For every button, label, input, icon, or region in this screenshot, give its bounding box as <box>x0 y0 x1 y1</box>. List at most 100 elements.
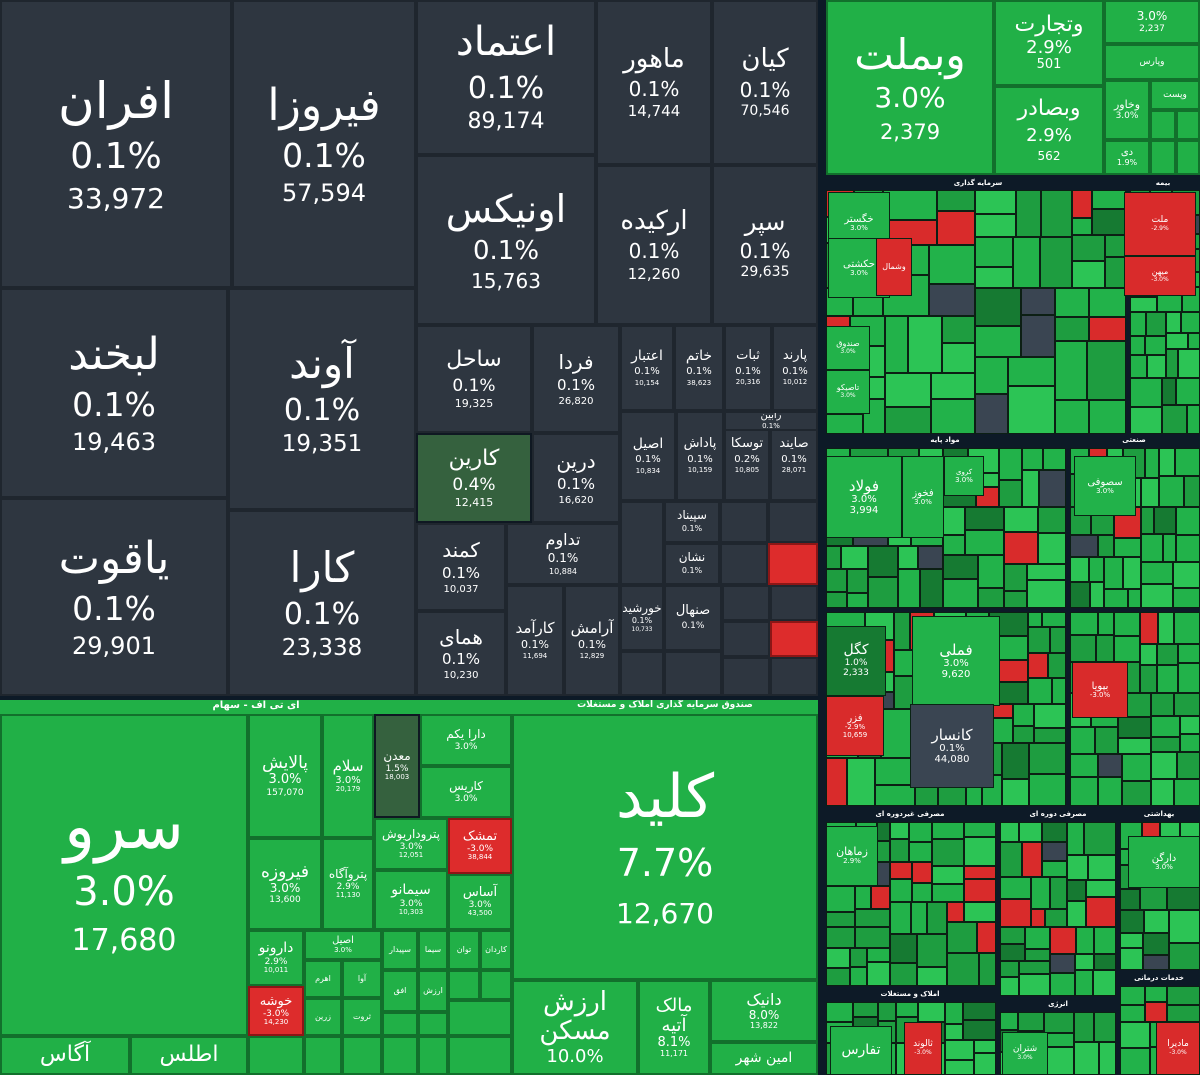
mosaic-tile[interactable] <box>1174 779 1200 806</box>
mosaic-tile[interactable] <box>1120 986 1145 1005</box>
mosaic-tile[interactable] <box>1159 476 1184 507</box>
mosaic-tile[interactable] <box>908 316 942 373</box>
mosaic-tile[interactable] <box>1028 653 1048 678</box>
mosaic-tile[interactable] <box>1070 557 1089 582</box>
mosaic-tile[interactable] <box>1098 535 1114 557</box>
mosaic-tile[interactable] <box>1167 887 1200 910</box>
mosaic-tile[interactable] <box>1000 822 1019 842</box>
mosaic-tile[interactable] <box>1120 910 1144 933</box>
tile-etf-26[interactable]: همای 0.1% 10,230 <box>416 611 506 696</box>
mosaic-tile[interactable] <box>918 1002 945 1022</box>
tile-etf-small[interactable] <box>722 621 770 657</box>
mosaic-tile[interactable] <box>1159 448 1175 476</box>
mosaic-tile[interactable] <box>1145 986 1167 1002</box>
mosaic-tile[interactable] <box>979 953 996 986</box>
mosaic-tile[interactable] <box>947 953 979 986</box>
mosaic-tile[interactable] <box>853 1002 878 1017</box>
mosaic-tile[interactable] <box>909 842 932 862</box>
mosaic-tile[interactable] <box>999 480 1022 507</box>
mosaic-tile[interactable] <box>1025 927 1050 949</box>
mosaic-tile[interactable] <box>1055 400 1089 434</box>
mosaic-tile[interactable] <box>1055 341 1087 400</box>
mosaic-tile[interactable] <box>1151 737 1180 752</box>
tile-petrodaryoush[interactable]: پتروداریوش 3.0% 12,051 <box>374 818 448 870</box>
mosaic-tile[interactable] <box>1167 1005 1200 1022</box>
mosaic-tile[interactable] <box>1178 644 1200 663</box>
mosaic-tile[interactable] <box>1048 653 1066 678</box>
mosaic-tile[interactable] <box>826 912 855 927</box>
mosaic-tile[interactable] <box>1004 507 1038 532</box>
mosaic-tile[interactable] <box>894 612 910 650</box>
mosaic-tile[interactable] <box>1141 584 1173 608</box>
mosaic-tile[interactable] <box>1166 333 1188 349</box>
tile-khoshe[interactable]: خوشه -3.0% 14,230 <box>248 986 304 1036</box>
mosaic-tile[interactable] <box>1154 507 1176 534</box>
mosaic-tile[interactable] <box>1028 678 1052 704</box>
mosaic-tile[interactable] <box>912 862 932 883</box>
mosaic-tile[interactable] <box>826 886 855 912</box>
mosaic-tile[interactable] <box>1176 378 1200 405</box>
mosaic-tile[interactable] <box>1173 562 1200 588</box>
etf-small-tile[interactable] <box>448 1000 512 1036</box>
mosaic-tile[interactable] <box>1039 470 1066 507</box>
mosaic-tile[interactable] <box>1070 612 1098 635</box>
mosaic-tile[interactable] <box>963 1020 996 1040</box>
mosaic-tile[interactable] <box>975 214 1016 237</box>
mosaic-tile[interactable] <box>1128 589 1141 608</box>
tile-etf-small[interactable] <box>664 651 722 696</box>
mosaic-tile[interactable] <box>1143 933 1169 955</box>
tile-vekhavar[interactable]: وخاور 3.0% <box>1104 80 1150 140</box>
mosaic-tile[interactable] <box>1146 312 1166 336</box>
mosaic-tile[interactable] <box>1050 973 1075 996</box>
mosaic-tile[interactable] <box>1002 743 1029 779</box>
mosaic-tile[interactable] <box>1140 887 1167 910</box>
tile-esil[interactable]: اصیل 3.0% <box>304 930 382 960</box>
mosaic-tile[interactable] <box>1145 448 1159 478</box>
mosaic-tile[interactable] <box>1040 237 1072 288</box>
tile-simano[interactable]: سیمانو 3.0% 10,303 <box>374 870 448 930</box>
mosaic-named-tile[interactable]: ثالوند -3.0% <box>904 1022 942 1075</box>
mosaic-tile[interactable] <box>932 822 964 839</box>
mosaic-tile[interactable] <box>847 569 868 593</box>
mosaic-tile[interactable] <box>1038 507 1066 533</box>
tile-etf-27[interactable]: کارآمد 0.1% 11,694 <box>506 585 564 696</box>
mosaic-tile[interactable] <box>1163 534 1176 562</box>
mosaic-tile[interactable] <box>1070 535 1098 557</box>
tile-atlas[interactable]: اطلس <box>130 1036 248 1075</box>
mosaic-tile[interactable] <box>890 879 912 902</box>
etf-small-tile[interactable]: ثروت <box>342 998 382 1036</box>
mosaic-tile[interactable] <box>1043 448 1066 470</box>
mosaic-named-tile[interactable]: کانسار 0.1% 44,080 <box>910 704 994 788</box>
tile-small-1[interactable] <box>1150 110 1176 140</box>
mosaic-tile[interactable] <box>978 588 1004 608</box>
mosaic-tile[interactable] <box>883 190 937 220</box>
mosaic-tile[interactable] <box>1105 235 1126 257</box>
mosaic-tile[interactable] <box>1114 612 1140 636</box>
mosaic-tile[interactable] <box>964 866 996 879</box>
mosaic-tile[interactable] <box>932 839 964 866</box>
mosaic-tile[interactable] <box>917 934 947 967</box>
etf-small-tile[interactable] <box>342 1036 382 1075</box>
mosaic-tile[interactable] <box>1143 955 1169 970</box>
tile-etf-28[interactable]: آرامش 0.1% 12,829 <box>564 585 620 696</box>
mosaic-tile[interactable] <box>1075 954 1094 970</box>
tile-etf-small[interactable] <box>770 657 818 696</box>
tile-vebsader[interactable]: وبصادر 2.9% 562 <box>994 86 1104 175</box>
tile-tamshak[interactable]: تمشک -3.0% 38,844 <box>448 818 512 874</box>
mosaic-tile[interactable] <box>1022 842 1042 877</box>
mosaic-tile[interactable] <box>1098 612 1114 635</box>
mosaic-tile[interactable] <box>850 967 867 986</box>
tile-etf-small[interactable] <box>770 621 818 657</box>
mosaic-tile[interactable] <box>885 373 931 407</box>
tile-etf-small[interactable] <box>722 657 770 696</box>
mosaic-tile[interactable] <box>855 927 890 948</box>
tile-vepars[interactable]: وپارس <box>1104 44 1200 80</box>
mosaic-tile[interactable] <box>1162 405 1187 434</box>
mosaic-tile[interactable] <box>826 414 863 434</box>
mosaic-tile[interactable] <box>1140 644 1157 665</box>
mosaic-tile[interactable] <box>1000 977 1019 996</box>
mosaic-tile[interactable] <box>974 1040 996 1053</box>
mosaic-tile[interactable] <box>1123 557 1141 589</box>
etf-small-tile[interactable]: افق <box>382 970 418 1012</box>
mosaic-tile[interactable] <box>1092 209 1126 235</box>
